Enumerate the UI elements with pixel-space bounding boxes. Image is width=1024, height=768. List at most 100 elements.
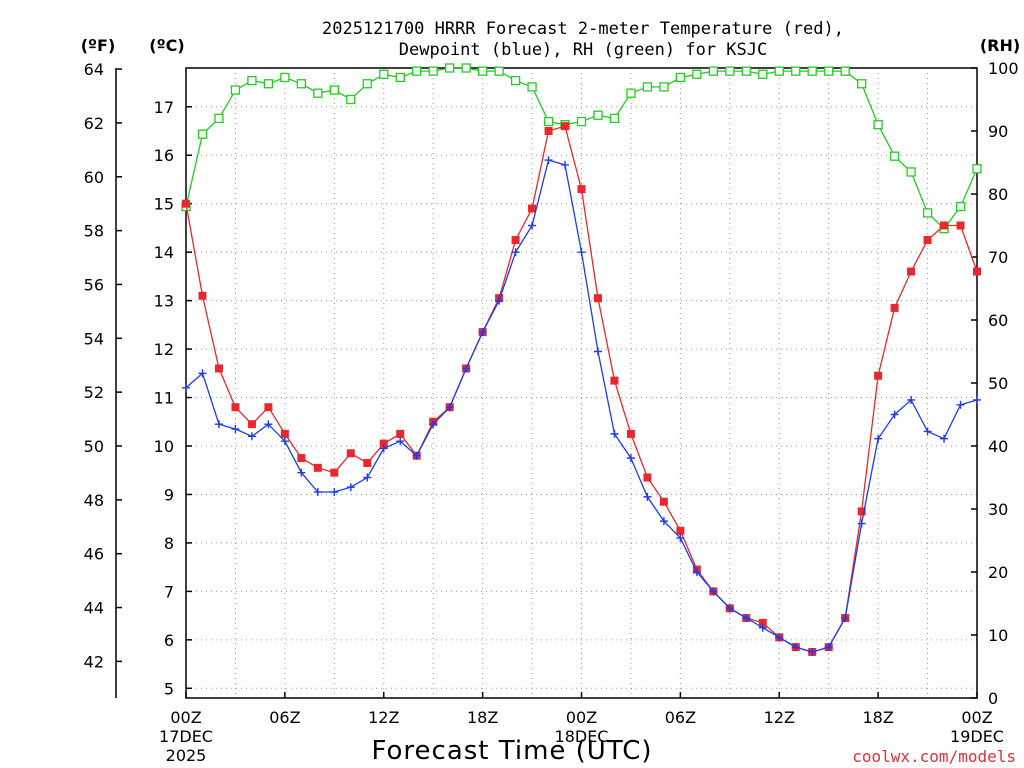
dewpoint-point bbox=[676, 534, 685, 543]
dewpoint-point bbox=[330, 488, 339, 497]
rh-tick-label: 50 bbox=[988, 374, 1008, 393]
temperature-point bbox=[198, 291, 207, 300]
temperature-point bbox=[561, 122, 570, 131]
temperature-point bbox=[247, 420, 256, 429]
temperature-point bbox=[544, 127, 553, 135]
x-tick-label: 2025 bbox=[166, 746, 207, 765]
rh-point bbox=[543, 116, 554, 127]
rh-point bbox=[197, 129, 208, 139]
rh-point bbox=[527, 82, 537, 92]
temperature-point bbox=[379, 439, 388, 448]
temperature-point bbox=[940, 221, 949, 230]
fahrenheit-tick-label: 64 bbox=[84, 60, 104, 79]
fahrenheit-tick-label: 52 bbox=[84, 383, 104, 402]
x-axis-title: Forecast Time (UTC) bbox=[371, 736, 652, 766]
dewpoint-point bbox=[626, 454, 635, 463]
temperature-point bbox=[610, 376, 619, 385]
dewpoint-point bbox=[643, 492, 652, 501]
temperature-point bbox=[973, 267, 981, 276]
dewpoint-point bbox=[808, 647, 817, 656]
celsius-tick-label: 17 bbox=[154, 98, 174, 117]
dewpoint-point bbox=[264, 420, 273, 429]
dewpoint-point bbox=[511, 248, 520, 257]
celsius-unit-label: (ºC) bbox=[149, 36, 184, 55]
rh-point bbox=[593, 110, 603, 120]
dewpoint-point bbox=[890, 410, 899, 419]
dewpoint-point bbox=[659, 517, 668, 526]
rh-tick-label: 20 bbox=[988, 563, 1008, 582]
temperature-point bbox=[297, 454, 306, 463]
rh-point bbox=[741, 66, 751, 76]
fahrenheit-tick-label: 48 bbox=[84, 491, 104, 510]
dewpoint-point bbox=[791, 643, 800, 652]
rh-point bbox=[758, 69, 768, 79]
temperature-point bbox=[593, 294, 602, 303]
temperature-point bbox=[857, 507, 866, 516]
dewpoint-point bbox=[247, 432, 256, 441]
dewpoint-point bbox=[742, 614, 751, 623]
x-tick-label: 18DEC bbox=[555, 727, 609, 746]
grid-lines bbox=[186, 68, 977, 698]
dewpoint-point bbox=[956, 400, 965, 409]
dewpoint-point bbox=[874, 434, 883, 443]
dewpoint-point bbox=[429, 420, 438, 429]
x-tick-label: 19DEC bbox=[950, 727, 1004, 746]
rh-point bbox=[791, 66, 801, 76]
axes bbox=[115, 67, 978, 699]
dewpoint-point bbox=[593, 347, 602, 356]
chart-title-line-2: Dewpoint (blue), RH (green) for KSJC bbox=[399, 40, 767, 60]
celsius-tick-label: 15 bbox=[154, 195, 174, 214]
rh-tick-label: 90 bbox=[988, 122, 1008, 141]
rh-point bbox=[214, 113, 224, 124]
temperature-point bbox=[874, 371, 883, 380]
x-tick-label: 18Z bbox=[862, 708, 893, 727]
x-tick-label: 00Z bbox=[566, 708, 597, 727]
dewpoint-point bbox=[313, 488, 322, 497]
dewpoint-point bbox=[973, 395, 981, 404]
dewpoint-point bbox=[561, 160, 570, 169]
dewpoint-point bbox=[758, 623, 767, 632]
rh-point bbox=[379, 69, 389, 79]
rh-tick-label: 30 bbox=[988, 500, 1008, 519]
celsius-tick-label: 10 bbox=[154, 437, 174, 456]
dewpoint-point bbox=[775, 633, 784, 642]
dewpoint-point bbox=[346, 483, 355, 492]
temperature-point bbox=[890, 303, 899, 312]
rh-point bbox=[263, 79, 274, 89]
rh-point bbox=[675, 72, 686, 83]
celsius-tick-label: 11 bbox=[154, 389, 174, 408]
x-tick-label: 17DEC bbox=[159, 727, 213, 746]
rh-point bbox=[626, 88, 636, 98]
dewpoint-point bbox=[297, 468, 306, 477]
rh-point bbox=[230, 85, 241, 95]
dewpoint-point bbox=[231, 425, 240, 434]
rh-unit-label: (RH) bbox=[980, 36, 1020, 55]
temperature-point bbox=[363, 458, 372, 467]
x-tick-label: 12Z bbox=[368, 708, 399, 727]
temperature-point bbox=[676, 526, 685, 535]
dewpoint-point bbox=[214, 420, 223, 429]
dewpoint-point bbox=[528, 221, 537, 230]
dewpoint-series bbox=[182, 156, 981, 656]
dewpoint-point bbox=[478, 328, 487, 337]
rh-point bbox=[247, 75, 257, 86]
rh-point bbox=[906, 167, 916, 177]
rh-point bbox=[922, 208, 933, 218]
dewpoint-point bbox=[182, 383, 190, 392]
celsius-tick-label: 5 bbox=[164, 679, 174, 698]
temperature-point bbox=[923, 236, 932, 245]
x-tick-label: 12Z bbox=[764, 708, 795, 727]
temperature-point bbox=[528, 204, 537, 213]
temperature-point bbox=[659, 497, 668, 506]
fahrenheit-tick-label: 44 bbox=[84, 599, 104, 618]
rh-tick-label: 100 bbox=[988, 59, 1019, 78]
rh-point bbox=[477, 66, 488, 76]
rh-point bbox=[873, 120, 883, 130]
fahrenheit-tick-label: 46 bbox=[84, 545, 104, 564]
temperature-series bbox=[182, 122, 981, 656]
rh-tick-label: 10 bbox=[988, 626, 1008, 645]
celsius-tick-label: 7 bbox=[164, 582, 174, 601]
source-credit[interactable]: coolwx.com/models bbox=[852, 747, 1016, 766]
x-tick-label: 00Z bbox=[170, 708, 201, 727]
